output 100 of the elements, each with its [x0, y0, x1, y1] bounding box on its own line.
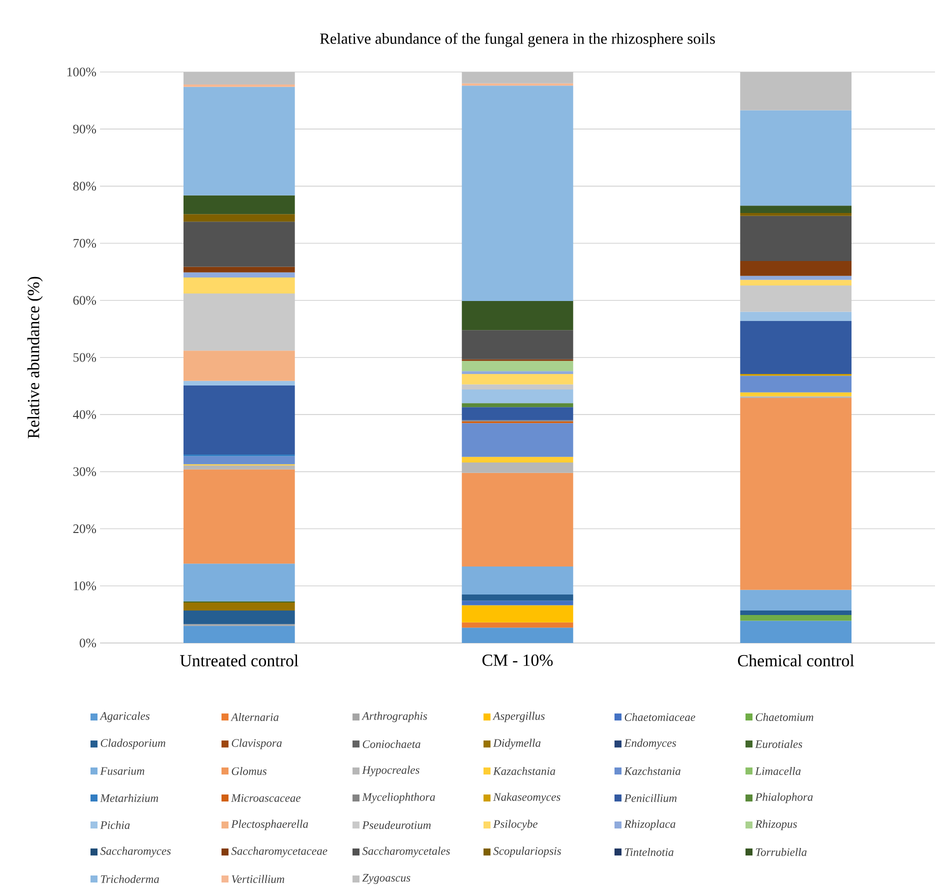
- bar: [740, 312, 852, 321]
- bar: [740, 590, 852, 610]
- bar: [184, 385, 295, 455]
- x-tick-label: Untreated control: [180, 654, 298, 666]
- legend-label: Rhizopus: [755, 820, 797, 830]
- bar: [184, 294, 295, 351]
- bar: [184, 380, 295, 386]
- y-tick-label: 80%: [73, 182, 96, 191]
- bar: [462, 384, 574, 390]
- legend-label: Pichia: [100, 820, 130, 830]
- y-tick-label: 0%: [80, 638, 96, 648]
- legend-label: Zygoascus: [362, 874, 410, 884]
- bar: [184, 278, 295, 294]
- bar: [184, 602, 295, 610]
- legend-label: Rhizoplaca: [624, 820, 676, 830]
- bar: [462, 423, 574, 457]
- bar: [462, 374, 574, 384]
- x-tick-label: CM - 10%: [482, 654, 553, 666]
- legend-label: Verticillium: [232, 874, 284, 884]
- bar: [462, 628, 574, 643]
- bar: [462, 566, 574, 594]
- x-tick-label: Chemical control: [738, 654, 854, 666]
- legend-label: Alternaria: [230, 712, 279, 722]
- legend-label: Hypocreales: [362, 766, 420, 776]
- legend-label: Pseudeurotium: [362, 820, 431, 830]
- bar: [740, 216, 852, 261]
- bar: [184, 626, 295, 643]
- legend-label: Nakaseomyces: [493, 792, 560, 804]
- legend-label: Didymella: [493, 738, 541, 750]
- y-tick-label: 70%: [74, 238, 96, 248]
- bar: [184, 465, 295, 470]
- legend-label: Scopulariopsis: [493, 846, 561, 858]
- bar: [462, 403, 574, 408]
- bar: [462, 330, 574, 360]
- legend-label: Fusarium: [100, 767, 144, 775]
- legend-label: Eurotiales: [755, 740, 802, 748]
- legend-label: Metarhizium: [100, 794, 158, 802]
- bar: [184, 456, 295, 464]
- bar: [462, 600, 574, 606]
- legend-label: Chaetomium: [756, 712, 814, 722]
- legend-label: Kazachstania: [493, 766, 556, 776]
- y-tick-label: 30%: [73, 467, 96, 476]
- y-tick-label: 50%: [74, 353, 96, 362]
- legend-label: Agaricales: [100, 712, 150, 722]
- bar: [740, 276, 852, 280]
- bar: [184, 469, 295, 564]
- bar: [184, 222, 295, 267]
- bar: [740, 320, 852, 374]
- bar: [740, 280, 852, 286]
- bar: [184, 86, 295, 196]
- legend-label: Aspergillus: [492, 712, 545, 722]
- legend-label: Kazchstania: [624, 766, 680, 776]
- y-tick-label: 10%: [74, 581, 96, 590]
- bar: [740, 615, 852, 621]
- legend-label: Tintelnotia: [624, 848, 674, 856]
- chart-title: Relative abundance of the fungal genera in the rhizosphere soils: [320, 32, 715, 48]
- bar: [740, 398, 852, 590]
- legend-label: Clavispora: [232, 738, 282, 750]
- bar: [740, 206, 852, 214]
- bar: [740, 610, 852, 616]
- bar: [740, 392, 852, 396]
- bar: [184, 564, 295, 602]
- legend-label: Plectosphaerella: [231, 820, 308, 830]
- bar: [740, 260, 852, 276]
- y-axis-title: Relative abundance (%): [27, 276, 43, 438]
- legend-label: Penicillium: [624, 794, 677, 802]
- legend-label: Trichoderma: [100, 874, 159, 884]
- y-tick-label: 60%: [73, 296, 96, 305]
- bar: [740, 620, 852, 643]
- bar: [740, 72, 852, 110]
- legend-label: Cladosporium: [100, 738, 166, 750]
- bar: [184, 214, 295, 222]
- legend-label: Microascaceae: [231, 794, 301, 802]
- legend-label: Endomyces: [624, 738, 676, 750]
- bar: [462, 407, 574, 420]
- bar: [184, 610, 295, 624]
- bar: [462, 300, 574, 330]
- bar: [740, 376, 852, 392]
- legend-label: Torrubiella: [756, 848, 807, 856]
- bar: [462, 371, 574, 374]
- bar: [462, 605, 574, 622]
- legend-label: Saccharomycetales: [362, 846, 450, 858]
- bar: [462, 360, 574, 372]
- bar: [740, 286, 852, 312]
- y-tick-label: 20%: [73, 524, 96, 534]
- y-tick-label: 40%: [73, 410, 96, 419]
- bar: [184, 266, 295, 272]
- bar: [462, 389, 574, 404]
- legend-label: Coniochaeta: [362, 740, 420, 748]
- bar: [462, 622, 574, 628]
- y-tick-label: 90%: [73, 124, 96, 134]
- legend-label: Phialophora: [755, 792, 813, 804]
- legend-label: Limacella: [755, 766, 801, 776]
- legend-label: Saccharomyces: [100, 846, 171, 858]
- bar: [184, 72, 295, 85]
- bar: [184, 350, 295, 381]
- legend-label: Glomus: [232, 766, 266, 776]
- legend-label: Myceliophthora: [362, 792, 435, 804]
- legend-label: Psilocybe: [493, 820, 538, 830]
- legend-label: Saccharomycetaceae: [231, 846, 328, 858]
